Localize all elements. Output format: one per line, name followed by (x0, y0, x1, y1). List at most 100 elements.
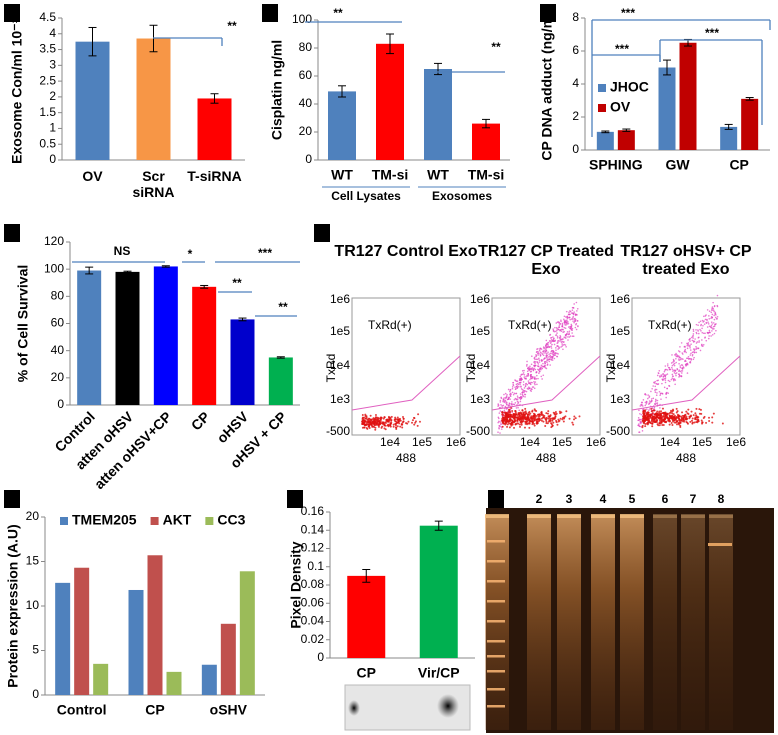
event-dot (529, 378, 531, 381)
event-dot (563, 318, 565, 321)
event-dot (640, 413, 643, 416)
event-dot (542, 416, 545, 419)
event-dot (501, 406, 503, 409)
event-dot (548, 345, 551, 348)
event-dot (567, 326, 570, 328)
panel-letter-box (540, 4, 556, 22)
significance-label: * (188, 247, 193, 261)
event-dot (673, 372, 676, 374)
significance-label: *** (621, 6, 635, 20)
event-dot (676, 413, 679, 416)
event-dot (538, 349, 541, 352)
event-dot (679, 358, 682, 361)
significance-label: NS (114, 244, 131, 258)
event-dot (531, 367, 534, 369)
event-dot (642, 405, 644, 407)
lane-label: 2 (536, 492, 543, 506)
event-dot (667, 392, 670, 395)
plot-frame (491, 297, 601, 436)
event-dot (658, 370, 661, 372)
event-dot (689, 340, 691, 342)
event-dot (522, 418, 525, 421)
event-dot (534, 361, 537, 363)
bar (268, 357, 293, 405)
event-dot (548, 419, 551, 422)
event-dot (400, 423, 403, 426)
event-dot (374, 428, 377, 431)
bar (75, 41, 110, 160)
event-dot (514, 402, 517, 404)
event-dot (529, 383, 532, 386)
event-dot (534, 368, 537, 371)
event-dot (686, 347, 689, 350)
event-dot (697, 332, 700, 335)
event-dot (707, 323, 710, 325)
panel-letter: D (8, 226, 17, 240)
event-dot (515, 407, 518, 409)
ladder-band (487, 560, 505, 563)
event-dot (648, 395, 651, 397)
significance-label: *** (705, 26, 719, 40)
event-dot (531, 409, 534, 412)
y-tick-label: 0.02 (301, 632, 325, 646)
panel-letter-box (314, 224, 330, 242)
event-dot (648, 421, 651, 424)
event-dot (698, 341, 700, 343)
event-dot (661, 424, 664, 427)
x-tick-label: Control (57, 702, 107, 718)
event-dot (508, 415, 511, 418)
event-dot (700, 330, 702, 332)
y-axis-label: Cisplatin ng/ml (269, 40, 285, 140)
event-dot (518, 385, 520, 388)
significance-label: *** (615, 42, 629, 56)
bar (201, 664, 217, 695)
event-dot (712, 309, 715, 312)
panel-letter-box (4, 490, 20, 508)
event-dot (547, 417, 550, 420)
y-tick-label: 0.12 (301, 541, 325, 555)
event-dot (504, 392, 507, 395)
event-dot (560, 330, 563, 332)
event-dot (650, 398, 653, 400)
y-axis-label: TxRd (604, 354, 618, 383)
event-dot (701, 319, 704, 322)
ladder-band (487, 670, 505, 673)
event-dot (521, 370, 524, 372)
event-dot (553, 330, 556, 333)
event-dot (644, 422, 647, 425)
event-dot (665, 396, 667, 399)
event-dot (651, 422, 654, 425)
event-dot (691, 354, 694, 357)
event-dot (552, 329, 555, 332)
event-dot (654, 402, 656, 405)
event-dot (559, 329, 562, 331)
legend-label: OV (610, 99, 631, 115)
event-dot (539, 353, 542, 356)
event-dot (373, 426, 376, 429)
event-dot (648, 400, 651, 402)
event-dot (646, 422, 649, 425)
event-dot (679, 424, 682, 427)
event-dot (395, 428, 398, 431)
y-tick-label: 4 (49, 26, 56, 40)
x-tick-label: TM-si (468, 167, 505, 183)
event-dot (713, 305, 716, 307)
event-dot (536, 420, 539, 423)
event-dot (674, 369, 677, 372)
event-dot (698, 340, 700, 342)
event-dot (367, 418, 370, 421)
event-dot (543, 349, 545, 352)
event-dot (413, 423, 416, 426)
event-dot (508, 402, 511, 405)
event-dot (515, 392, 517, 395)
event-dot (502, 416, 505, 419)
event-dot (565, 316, 567, 318)
event-dot (685, 360, 687, 363)
event-dot (572, 306, 575, 309)
event-dot (555, 334, 557, 337)
event-dot (561, 322, 564, 325)
event-dot (682, 358, 684, 360)
legend-label: JHOC (610, 79, 649, 95)
event-dot (649, 401, 652, 403)
event-dot (517, 402, 519, 405)
